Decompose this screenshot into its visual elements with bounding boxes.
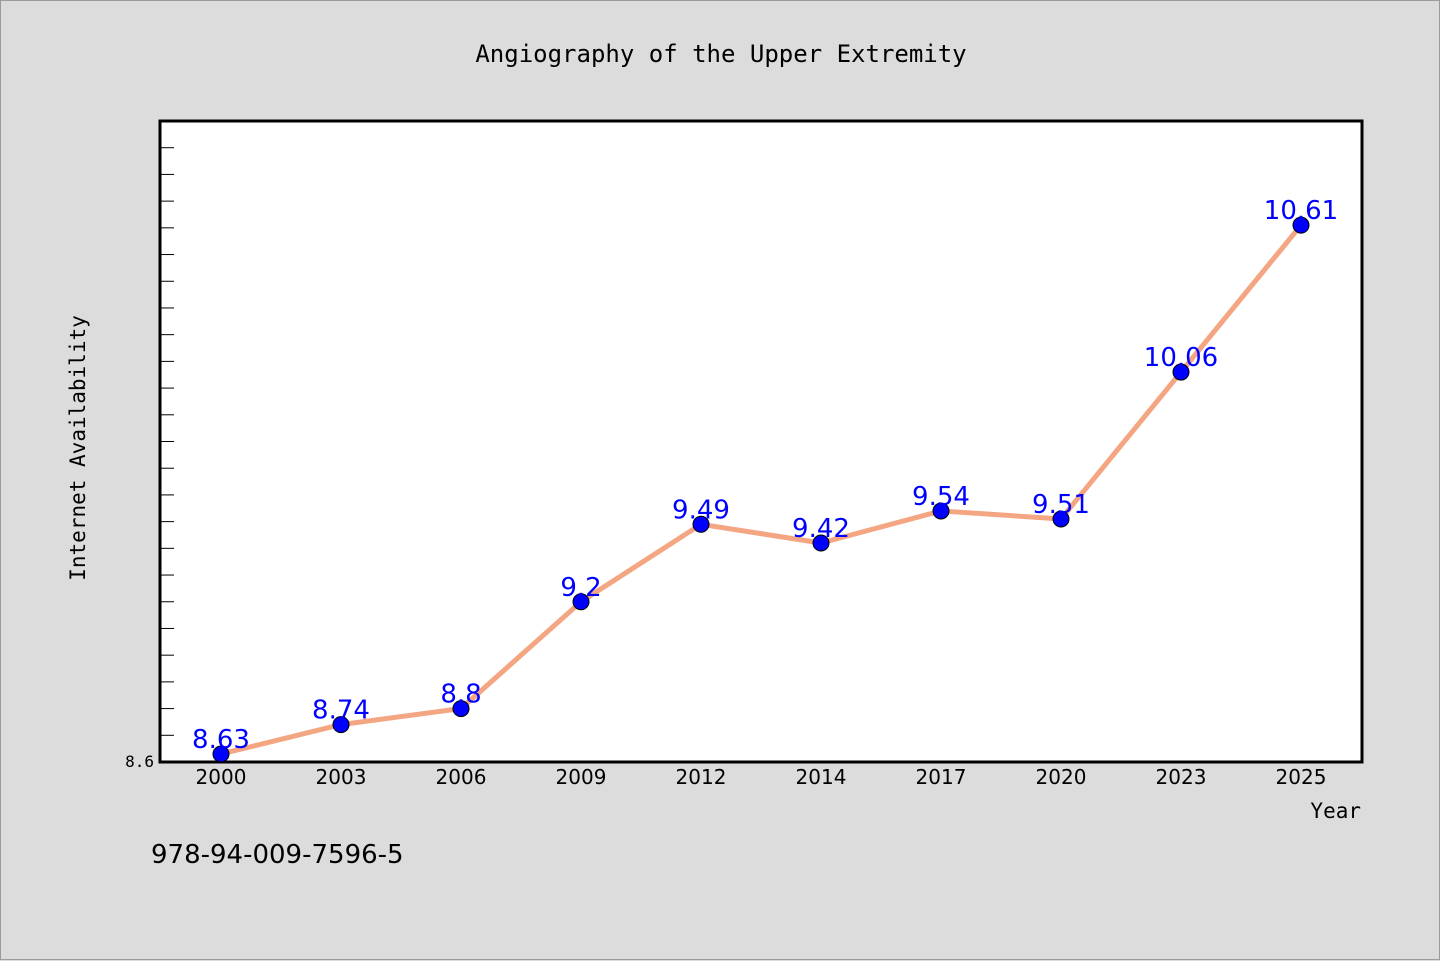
x-tick-label: 2000: [196, 765, 247, 789]
x-tick-label: 2014: [796, 765, 847, 789]
data-point: [212, 745, 230, 763]
x-tick-label: 2006: [436, 765, 487, 789]
y-tick-label: 8.6: [125, 752, 154, 771]
x-tick-label: 2020: [1036, 765, 1087, 789]
data-point: [1172, 363, 1190, 381]
x-tick-label: 2012: [676, 765, 727, 789]
data-point: [452, 700, 470, 718]
data-point: [692, 515, 710, 533]
data-label: 8.74: [312, 696, 370, 726]
series-line-group: [218, 222, 1304, 757]
data-label: 9.54: [912, 482, 970, 512]
x-tick-label: 2023: [1156, 765, 1207, 789]
data-markers: [212, 216, 1310, 763]
data-point: [332, 716, 350, 734]
data-label: 10.06: [1144, 343, 1218, 373]
data-label: 8.63: [192, 725, 250, 755]
data-point: [1052, 510, 1070, 528]
data-label: 9.2: [560, 573, 601, 603]
data-point: [812, 534, 830, 552]
data-point: [572, 593, 590, 611]
x-tick-label: 2009: [556, 765, 607, 789]
x-axis-ticks: 2000 2003 2006 2009 2012 2014 2017 2020 2023 2025: [196, 765, 1327, 789]
data-label: 9.51: [1032, 490, 1090, 520]
data-label: 8.8: [440, 680, 481, 710]
y-axis-ticks: 8.6: [125, 147, 174, 771]
x-axis-label: Year: [1310, 799, 1361, 823]
x-tick-label: 2017: [916, 765, 967, 789]
series-line: [218, 222, 1304, 757]
data-label: 10.61: [1264, 196, 1338, 226]
data-point: [932, 502, 950, 520]
data-label: 9.42: [792, 514, 850, 544]
plot-area: [158, 119, 1364, 764]
chart-title: Angiography of the Upper Extremity: [475, 40, 966, 68]
x-tick-label: 2003: [316, 765, 367, 789]
y-axis-label: Internet Availability: [66, 315, 90, 581]
footnote-text: 978-94-009-7596-5: [151, 840, 404, 870]
x-tick-label: 2025: [1276, 765, 1327, 789]
data-label: 9.49: [672, 495, 730, 525]
data-labels: 8.63 8.74 8.8 9.2 9.49 9.42 9.54 9.51 10.06 10.61: [192, 196, 1338, 755]
data-point: [1292, 216, 1310, 234]
